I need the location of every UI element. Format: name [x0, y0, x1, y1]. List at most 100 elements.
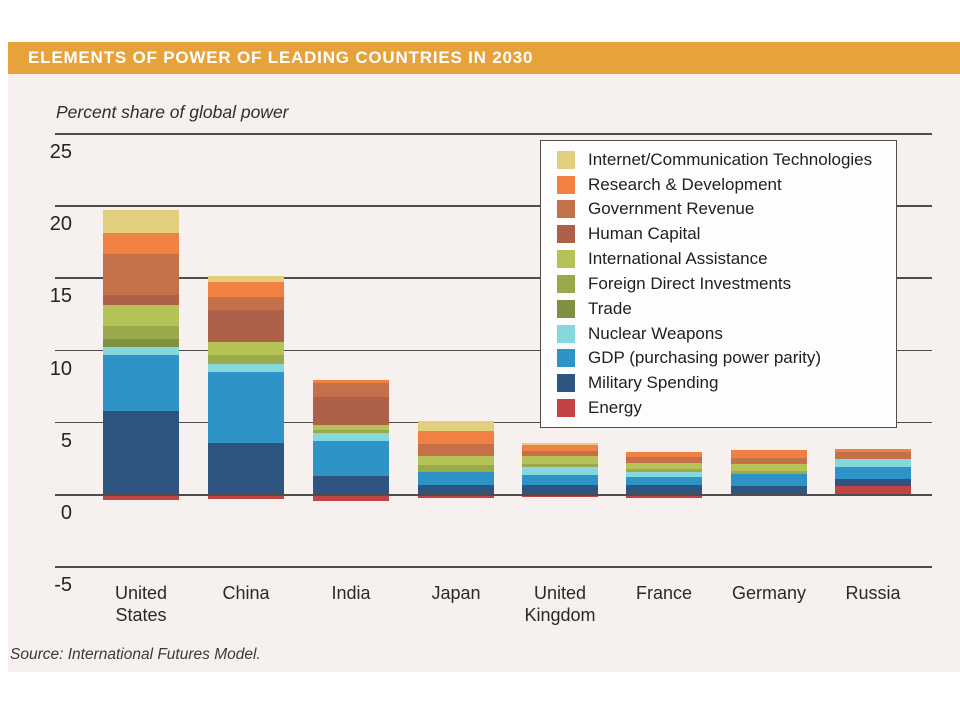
legend-item-military: Military Spending [541, 373, 896, 393]
bar-segment-energy [418, 494, 494, 498]
bar-segment-rd [418, 431, 494, 445]
gridline-25 [55, 133, 932, 135]
legend-label-fdi: Foreign Direct Investments [588, 273, 792, 293]
legend-item-hc: Human Capital [541, 224, 896, 244]
x-axis-label: France [599, 582, 729, 604]
bar-segment-rd [313, 379, 389, 383]
x-axis-label: United Kingdom [495, 582, 625, 626]
bar-segment-trade [103, 338, 179, 347]
x-axis-label-line: Germany [731, 583, 807, 603]
x-axis-label-line: United [114, 583, 168, 603]
legend-swatch-ia [557, 250, 575, 269]
bar-segment-rd [208, 282, 284, 297]
legend-label-hc: Human Capital [588, 224, 701, 244]
legend-label-rd: Research & Development [588, 174, 782, 194]
bar-segment-gdp [418, 472, 494, 486]
bar-segment-gdp [835, 467, 911, 479]
gridline-10 [55, 349, 932, 352]
bar-segment-gdp [522, 474, 598, 485]
x-axis-label: India [286, 582, 416, 604]
bar-segment-nuclear [835, 459, 911, 468]
bar-segment-ia [103, 304, 179, 326]
bar-segment-military [522, 484, 598, 494]
legend-label-energy: Energy [588, 398, 642, 418]
bar-segment-military [731, 486, 807, 494]
bar-segment-energy [313, 494, 389, 502]
x-axis-label-line: China [222, 583, 270, 603]
legend-item-gdp: GDP (purchasing power parity) [541, 348, 896, 368]
bar-segment-military [103, 410, 179, 494]
legend-item-fdi: Foreign Direct Investments [541, 274, 896, 294]
x-axis-label-line: Japan [431, 583, 481, 603]
bar-segment-nuclear [208, 364, 284, 372]
chart-title: ELEMENTS OF POWER OF LEADING COUNTRIES I… [28, 48, 534, 67]
bar-segment-fdi [103, 325, 179, 339]
x-axis-label: Germany [704, 582, 834, 604]
legend-label-nuclear: Nuclear Weapons [588, 323, 723, 343]
gridline-20 [55, 205, 932, 207]
bar-segment-ict [418, 421, 494, 432]
y-axis-unit-label: Percent share of global power [56, 102, 289, 122]
y-tick-label: 0 [60, 502, 72, 524]
legend-item-trade: Trade [541, 299, 896, 319]
bar-segment-fdi [313, 429, 389, 434]
x-axis-label: China [181, 582, 311, 604]
legend-item-rd: Research & Development [541, 175, 896, 195]
legend-item-energy: Energy [541, 398, 896, 418]
bar-segment-nuclear [103, 346, 179, 355]
bar-segment-ia [626, 462, 702, 469]
bar-segment-ia [731, 464, 807, 471]
legend-label-gdp: GDP (purchasing power parity) [588, 348, 822, 368]
bar-segment-fdi [522, 463, 598, 468]
bar-segment-gov [626, 457, 702, 463]
chart-title-bar: ELEMENTS OF POWER OF LEADING COUNTRIES I… [8, 42, 960, 74]
bar-segment-gdp [313, 441, 389, 476]
bar-segment-military [313, 475, 389, 494]
x-axis-label-line: France [635, 583, 693, 603]
bar-segment-gdp [626, 477, 702, 486]
bar-segment-fdi [626, 468, 702, 472]
bar-segment-rd [731, 449, 807, 458]
bar-segment-rd [835, 448, 911, 453]
bar-segment-military [626, 485, 702, 494]
legend-swatch-rd [557, 175, 575, 194]
legend: Internet/Communication Technologies Resea… [540, 140, 897, 428]
bar-segment-gov [313, 382, 389, 398]
bar-segment-energy [626, 494, 702, 498]
legend-item-gov: Government Revenue [541, 199, 896, 219]
y-tick-label: 5 [60, 429, 72, 452]
legend-swatch-military [557, 374, 575, 393]
bar-segment-ia [313, 425, 389, 430]
bar-segment-rd [103, 233, 179, 254]
y-tick-label: 25 [49, 141, 72, 163]
bar-segment-nuclear [522, 467, 598, 475]
legend-label-ia: International Assistance [588, 249, 768, 269]
legend-label-military: Military Spending [588, 373, 719, 393]
bar-segment-hc [103, 294, 179, 305]
x-axis-label: United States [76, 582, 206, 626]
legend-label-trade: Trade [588, 298, 632, 318]
x-axis-label-line: India [331, 583, 371, 603]
bar-segment-fdi [731, 470, 807, 474]
y-tick-label: 10 [49, 357, 72, 380]
legend-label-ict: Internet/Communication Technologies [588, 149, 873, 169]
x-axis-label: Russia [808, 582, 938, 604]
bar-segment-military [418, 485, 494, 494]
bar-segment-military [835, 478, 911, 487]
legend-swatch-energy [557, 399, 575, 418]
bar-segment-gov [208, 296, 284, 310]
bar-segment-ict [208, 275, 284, 283]
legend-swatch-gdp [557, 349, 575, 368]
x-axis-label-line: Russia [845, 583, 901, 603]
bar-segment-gov [731, 457, 807, 465]
gridline--5 [55, 566, 932, 568]
bar-segment-ict [522, 442, 598, 445]
legend-swatch-gov [557, 200, 575, 219]
zero-gridline [55, 494, 932, 496]
y-tick-label: 15 [49, 285, 72, 308]
bar-segment-ict [103, 210, 179, 234]
bar-segment-rd [522, 444, 598, 452]
bar-segment-ia [208, 341, 284, 355]
legend-label-gov: Government Revenue [588, 199, 755, 219]
